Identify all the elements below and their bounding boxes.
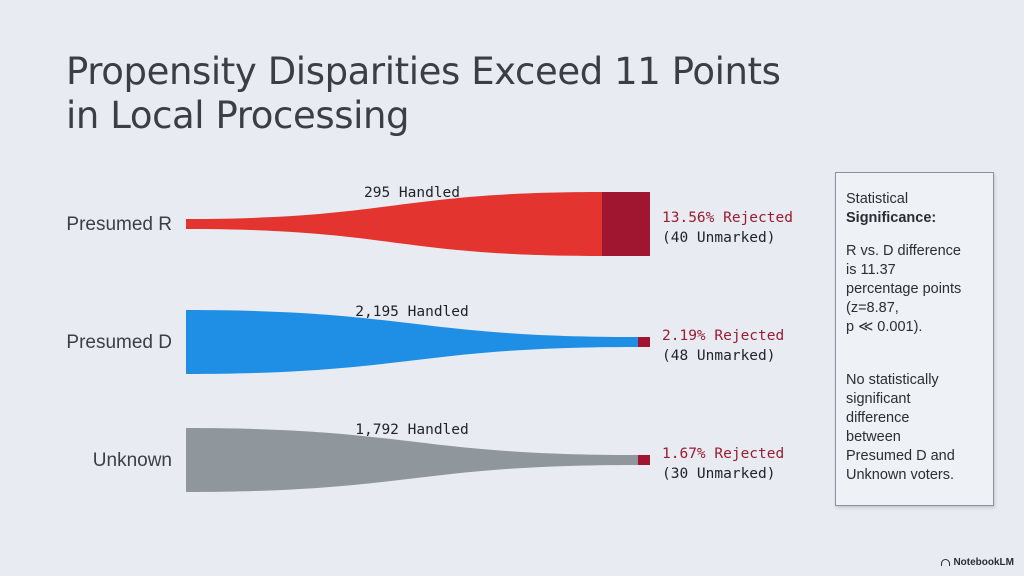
- stat-p1-line: is 11.37: [846, 262, 896, 278]
- rejected-segment-2: [638, 455, 650, 465]
- brand-name: NotebookLM: [953, 557, 1014, 568]
- stat-heading-2: Significance:: [846, 210, 937, 226]
- stat-paragraph-1: R vs. D difference is 11.37 percentage p…: [846, 242, 983, 337]
- stat-p1-line: p ≪ 0.001).: [846, 319, 923, 335]
- unmarked-label-1: (48 Unmarked): [662, 348, 776, 364]
- page-title: Propensity Disparities Exceed 11 Points …: [66, 50, 781, 138]
- stat-p2-line: Unknown voters.: [846, 467, 954, 483]
- stat-p2-line: between: [846, 429, 901, 445]
- stat-heading-1: Statistical: [846, 191, 909, 207]
- notebooklm-logo-icon: [941, 559, 951, 566]
- funnel-band-1: [186, 310, 638, 374]
- category-label-1: Presumed D: [66, 332, 172, 353]
- funnel-band-2: [186, 428, 638, 492]
- rejected-segment-1: [638, 337, 650, 347]
- stat-p1-line: R vs. D difference: [846, 243, 961, 259]
- stat-paragraph-2: No statistically significant difference …: [846, 371, 983, 485]
- stat-p2-line: difference: [846, 410, 910, 426]
- rejected-segment-0: [602, 192, 650, 256]
- funnel-band-0: [186, 192, 602, 256]
- stat-p2-line: Presumed D and: [846, 448, 955, 464]
- handled-label-1: 2,195 Handled: [355, 304, 469, 320]
- funnel-chart: Presumed R 295 Handled 13.56% Rejected (40 …: [66, 185, 793, 492]
- category-label-2: Unknown: [93, 450, 172, 471]
- stat-p1-line: percentage points: [846, 281, 962, 297]
- title-line-1: Propensity Disparities Exceed 11 Points: [66, 50, 781, 93]
- rejected-label-2: 1.67% Rejected: [662, 446, 784, 462]
- category-label-0: Presumed R: [66, 214, 172, 235]
- unmarked-label-2: (30 Unmarked): [662, 466, 776, 482]
- brand-watermark: NotebookLM: [941, 557, 1014, 568]
- handled-label-0: 295 Handled: [364, 185, 460, 201]
- stat-p1-line: (z=8.87,: [846, 300, 899, 316]
- rejected-label-1: 2.19% Rejected: [662, 328, 784, 344]
- handled-label-2: 1,792 Handled: [355, 422, 469, 438]
- stat-p2-line: significant: [846, 391, 911, 407]
- unmarked-label-0: (40 Unmarked): [662, 230, 776, 246]
- title-line-2: in Local Processing: [66, 94, 410, 137]
- stat-p2-line: No statistically: [846, 372, 939, 388]
- rejected-label-0: 13.56% Rejected: [662, 210, 793, 226]
- statistical-significance-box: Statistical Significance: R vs. D differ…: [835, 172, 994, 506]
